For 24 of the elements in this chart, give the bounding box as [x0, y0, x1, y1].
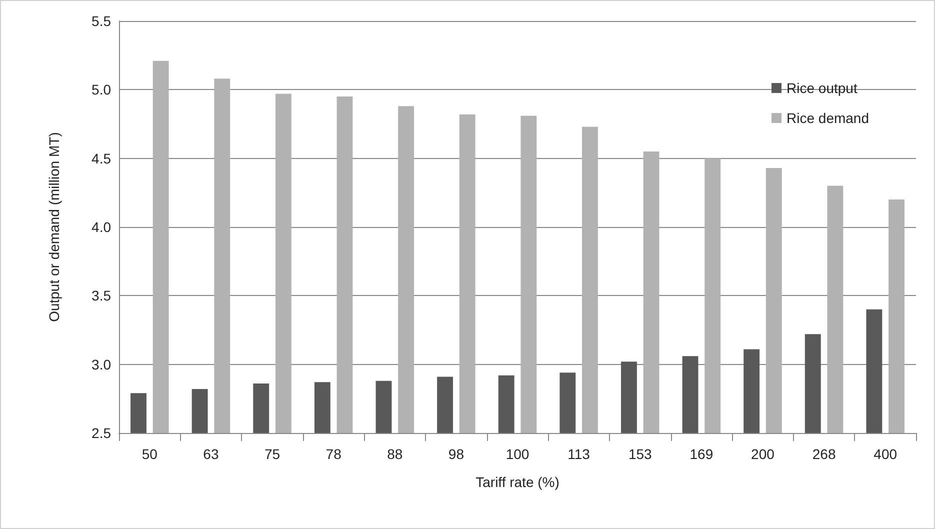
y-tick-label: 2.5: [92, 425, 112, 441]
y-tick-label: 3.0: [92, 356, 112, 372]
y-axis-title: Output or demand (million MT): [46, 132, 62, 322]
x-tick-label: 88: [387, 446, 403, 462]
y-tick-label: 3.5: [92, 288, 112, 304]
x-tick-label: 400: [874, 446, 898, 462]
x-tick-label: 50: [142, 446, 158, 462]
x-axis-title: Tariff rate (%): [476, 474, 560, 490]
legend-label: Rice demand: [786, 110, 870, 126]
x-tick-label: 153: [628, 446, 652, 462]
x-tick-label: 75: [264, 446, 280, 462]
x-tick-label: 63: [203, 446, 219, 462]
x-tick-label: 113: [568, 446, 590, 462]
y-tick-label: 5.0: [92, 82, 112, 98]
x-tick-label: 98: [448, 446, 464, 462]
x-tick-label: 200: [751, 446, 775, 462]
x-tick-label: 268: [812, 446, 836, 462]
x-tick-label: 78: [326, 446, 342, 462]
x-tick-label: 169: [690, 446, 714, 462]
legend-label: Rice output: [786, 80, 858, 96]
y-tick-label: 4.0: [92, 219, 112, 235]
y-tick-label: 5.5: [92, 13, 112, 29]
y-tick-label: 4.5: [92, 150, 112, 166]
x-tick-label: 100: [506, 446, 530, 462]
